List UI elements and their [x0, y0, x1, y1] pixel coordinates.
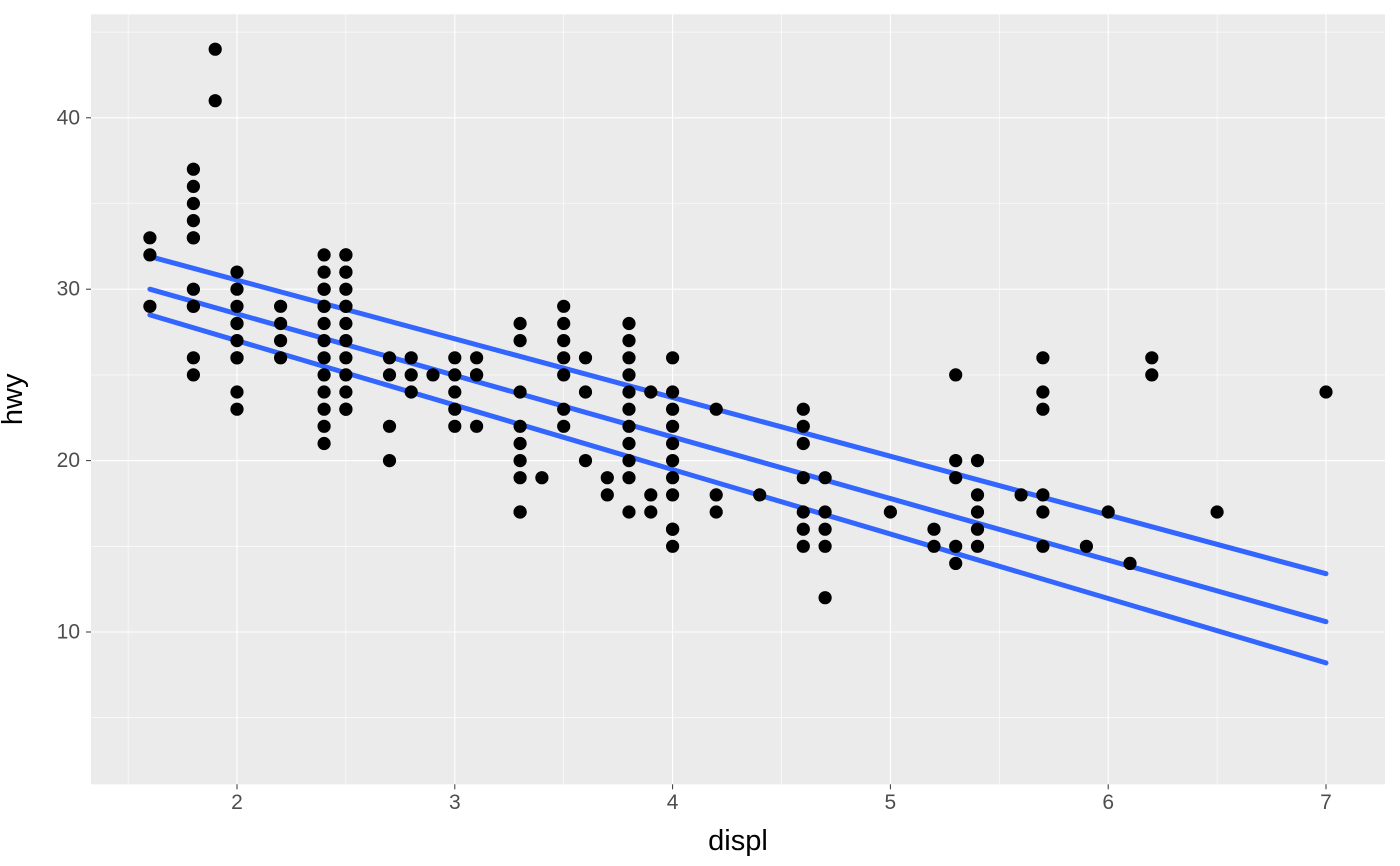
svg-text:7: 7: [1320, 791, 1332, 814]
svg-text:displ: displ: [708, 825, 768, 857]
svg-text:3: 3: [449, 791, 461, 814]
svg-text:2: 2: [231, 791, 243, 814]
svg-text:10: 10: [57, 621, 80, 644]
svg-text:6: 6: [1102, 791, 1114, 814]
svg-text:hwy: hwy: [0, 373, 29, 425]
svg-text:30: 30: [57, 278, 80, 301]
svg-text:4: 4: [667, 791, 679, 814]
svg-text:20: 20: [57, 449, 80, 472]
svg-text:40: 40: [57, 106, 80, 129]
svg-text:5: 5: [885, 791, 897, 814]
